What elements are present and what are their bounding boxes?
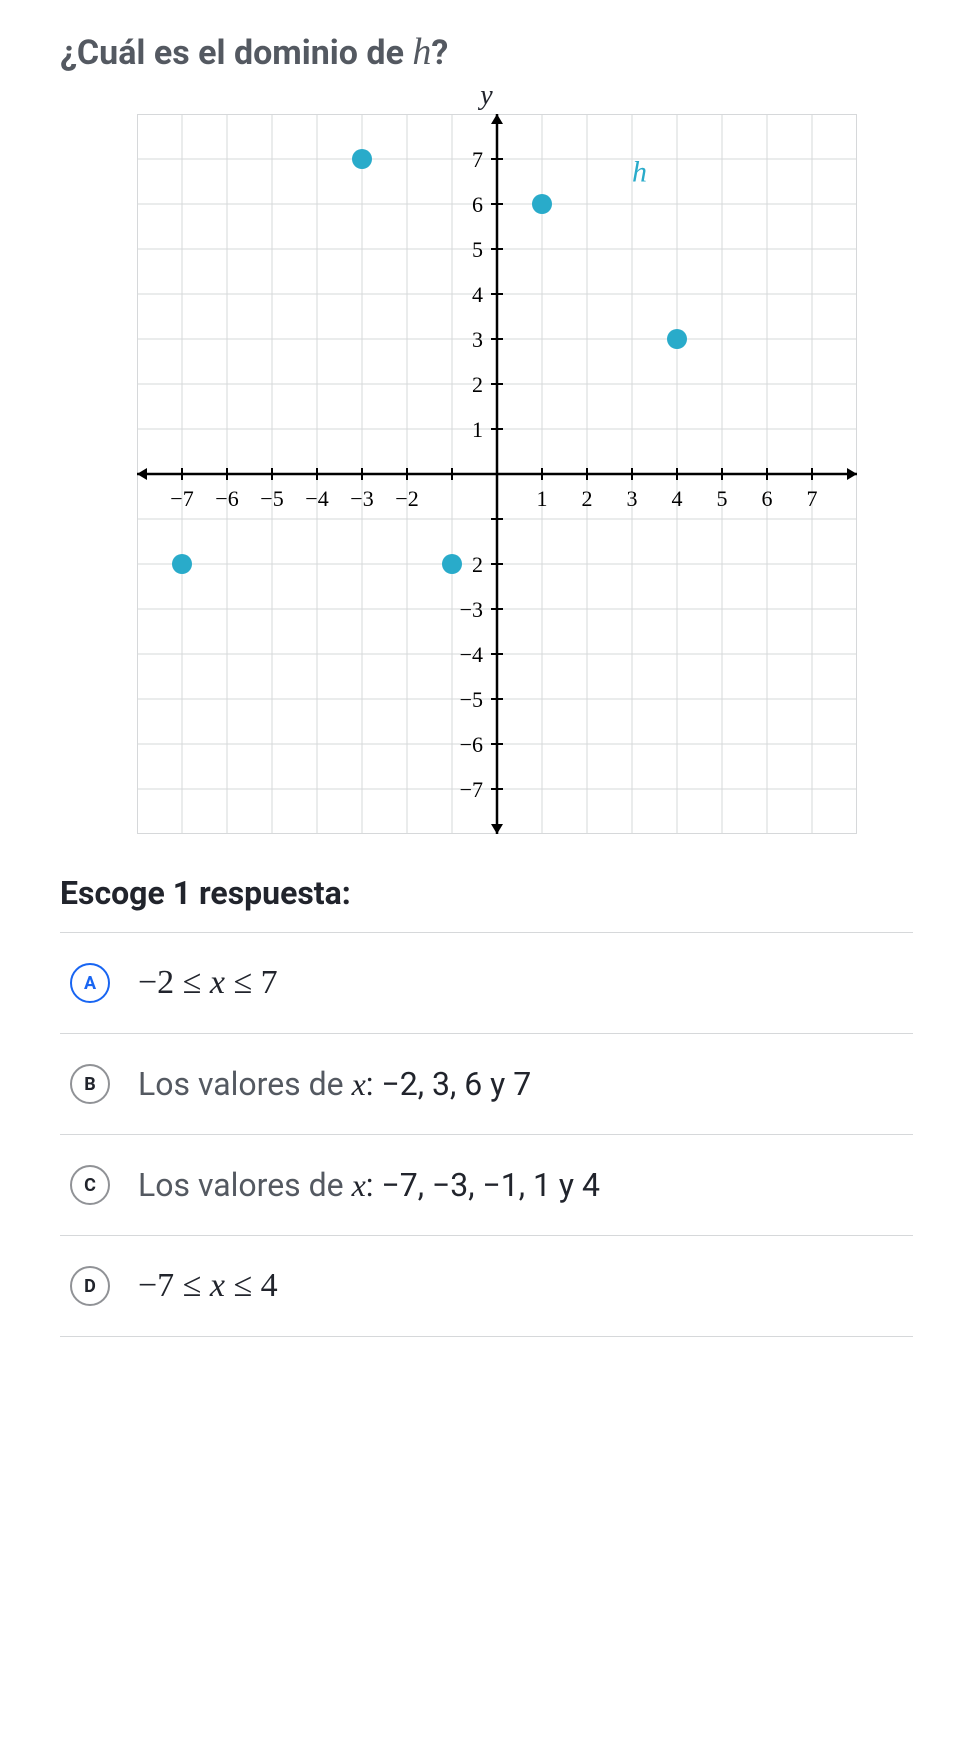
choice-letter: B [70,1064,110,1104]
svg-text:2: 2 [472,552,483,577]
choice-letter: C [70,1165,110,1205]
domain-chart: −7−6−5−4−3−2123456776543212−3−4−5−6−7xyh… [137,114,837,834]
choices-list: A −2 ≤ x ≤ 7 B Los valores de x: −2, 3, 6 y… [60,932,913,1337]
y-axis-label: y [480,80,492,112]
svg-text:−7: −7 [170,486,193,511]
question-suffix: ? [431,33,448,73]
question-prefix: ¿Cuál es el dominio de [60,33,412,73]
svg-text:7: 7 [806,486,817,511]
choice-b[interactable]: B Los valores de x: −2, 3, 6 y 7 [60,1034,913,1135]
svg-text:−7: −7 [459,777,482,802]
svg-text:2: 2 [472,372,483,397]
svg-text:−5: −5 [260,486,283,511]
svg-text:5: 5 [716,486,727,511]
svg-text:4: 4 [671,486,682,511]
svg-text:2: 2 [581,486,592,511]
choice-c[interactable]: C Los valores de x: −7, −3, −1, 1 y 4 [60,1135,913,1236]
choice-d[interactable]: D −7 ≤ x ≤ 4 [60,1236,913,1337]
svg-text:1: 1 [536,486,547,511]
svg-text:−5: −5 [459,687,482,712]
choice-letter: A [70,963,110,1003]
svg-text:4: 4 [472,282,483,307]
chart-svg: −7−6−5−4−3−2123456776543212−3−4−5−6−7xyh [137,114,857,834]
svg-text:1: 1 [472,417,483,442]
svg-text:6: 6 [472,192,483,217]
choice-text: −7 ≤ x ≤ 4 [138,1267,278,1305]
svg-text:−6: −6 [215,486,238,511]
svg-text:6: 6 [761,486,772,511]
choice-a[interactable]: A −2 ≤ x ≤ 7 [60,933,913,1034]
choice-text: Los valores de x: −2, 3, 6 y 7 [138,1065,531,1103]
question-title: ¿Cuál es el dominio de h? [60,30,913,74]
svg-text:−3: −3 [350,486,373,511]
svg-text:3: 3 [472,327,483,352]
svg-text:−4: −4 [305,486,328,511]
svg-text:5: 5 [472,237,483,262]
question-var: h [412,31,431,73]
choice-letter: D [70,1266,110,1306]
svg-text:−3: −3 [459,597,482,622]
svg-text:−4: −4 [459,642,482,667]
choice-text: −2 ≤ x ≤ 7 [138,964,278,1002]
svg-text:7: 7 [472,147,483,172]
svg-text:−2: −2 [395,486,418,511]
choice-text: Los valores de x: −7, −3, −1, 1 y 4 [138,1166,600,1204]
svg-text:3: 3 [626,486,637,511]
svg-text:−6: −6 [459,732,482,757]
svg-text:h: h [632,156,647,189]
answer-prompt: Escoge 1 respuesta: [60,874,913,912]
